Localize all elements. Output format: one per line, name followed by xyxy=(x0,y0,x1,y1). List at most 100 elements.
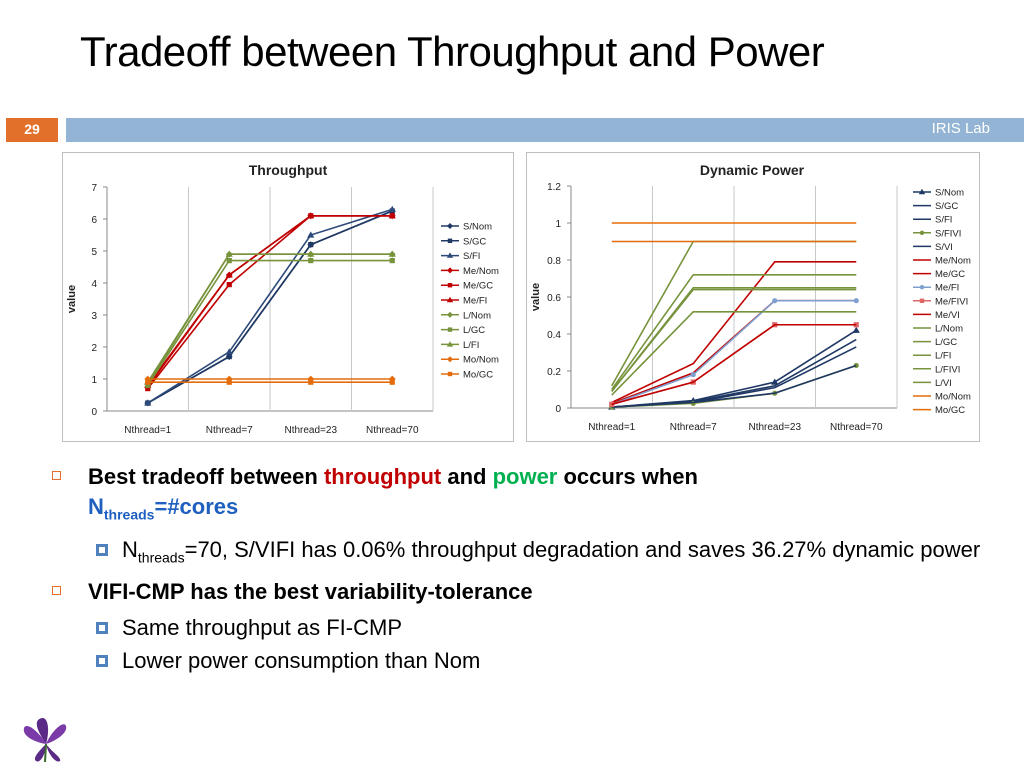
marker xyxy=(447,267,453,274)
legend-label: S/GC xyxy=(935,201,958,212)
y-tick-label: 0.4 xyxy=(547,330,561,341)
y-tick-label: 0.8 xyxy=(547,256,561,267)
legend-label: S/FI xyxy=(935,215,952,226)
legend-label: S/FI xyxy=(463,251,480,262)
marker xyxy=(389,258,395,264)
marker xyxy=(919,285,925,290)
legend-label: S/Nom xyxy=(463,222,492,233)
marker xyxy=(144,399,152,406)
legend-label: S/VI xyxy=(935,242,953,253)
iris-flower-logo-icon xyxy=(23,717,67,763)
legend-label: Me/VI xyxy=(935,310,960,321)
marker xyxy=(853,298,859,304)
x-tick-label: Nthread=7 xyxy=(206,425,253,436)
header-bar: 29 IRIS Lab xyxy=(0,118,1024,142)
marker xyxy=(308,242,314,248)
series-line xyxy=(611,299,857,406)
series-line xyxy=(611,274,857,390)
throughput-chart: Throughput 0 1 2 3 4 5 6 7 Nthread=1 Nthread=7 Nthr… xyxy=(62,152,514,442)
marker xyxy=(771,378,779,385)
y-tick-label: 0.6 xyxy=(547,293,561,304)
dynamic-power-chart-svg: Dynamic Power 0 0.2 0.4 0.6 0.8 1 1.2 Nthread=1 N… xyxy=(530,162,971,433)
bullet-tradeoff: Best tradeoff between throughput and pow… xyxy=(52,462,992,529)
marker xyxy=(307,231,315,238)
lab-name: IRIS Lab xyxy=(931,120,990,137)
marker xyxy=(307,212,315,219)
series-line xyxy=(611,261,857,404)
x-tick-label: Nthread=70 xyxy=(830,422,883,433)
x-tick-label: Nthread=1 xyxy=(124,425,171,436)
marker xyxy=(852,326,860,333)
marker xyxy=(918,188,926,195)
legend-label: L/GC xyxy=(463,325,485,336)
marker xyxy=(145,386,151,392)
marker xyxy=(145,379,151,385)
marker xyxy=(447,371,453,377)
legend-label: L/FI xyxy=(463,340,479,351)
series-line xyxy=(611,311,857,396)
marker xyxy=(447,327,453,332)
marker xyxy=(226,379,232,385)
y-tick-label: 6 xyxy=(91,215,97,226)
legend-label: Me/Nom xyxy=(463,266,499,277)
legend-label: L/Nom xyxy=(463,310,491,321)
series-line xyxy=(147,259,393,386)
legend-label: S/FIVI xyxy=(935,228,961,239)
legend-label: Mo/Nom xyxy=(463,355,499,366)
y-tick-label: 0 xyxy=(555,404,561,415)
sub-bullet-svifi: Nthreads=70, S/VIFI has 0.06% throughput… xyxy=(52,535,992,572)
sub-bullet-same-throughput: Same throughput as FI-CMP xyxy=(52,613,992,642)
series-line xyxy=(611,288,857,392)
marker xyxy=(225,250,233,257)
bullet-square-icon xyxy=(52,471,61,480)
marker xyxy=(447,283,453,288)
series-line xyxy=(147,253,393,383)
marker xyxy=(446,252,454,258)
marker xyxy=(447,311,453,318)
y-tick-label: 1 xyxy=(555,219,561,230)
marker xyxy=(690,372,696,378)
marker xyxy=(853,362,859,369)
y-tick-label: 5 xyxy=(91,247,97,258)
marker xyxy=(225,271,233,278)
lab-banner: IRIS Lab xyxy=(66,118,1024,142)
y-tick-label: 4 xyxy=(91,279,97,290)
marker xyxy=(388,212,396,219)
marker xyxy=(919,298,925,303)
x-tick-label: Nthread=1 xyxy=(588,422,635,433)
y-tick-label: 7 xyxy=(91,183,97,194)
legend-label: Mo/GC xyxy=(935,405,965,416)
y-tick-label: 0.2 xyxy=(547,367,561,378)
legend-label: L/Nom xyxy=(935,324,963,335)
marker xyxy=(308,258,314,264)
bullet-square-icon xyxy=(52,585,61,595)
legend-label: Me/FIVI xyxy=(935,296,968,307)
legend-label: Me/GC xyxy=(935,269,965,280)
marker xyxy=(226,258,232,264)
y-tick-label: 3 xyxy=(91,311,97,322)
dynamic-power-chart: Dynamic Power 0 0.2 0.4 0.6 0.8 1 1.2 Nthread=1 N… xyxy=(526,152,980,442)
highlight-throughput: throughput xyxy=(323,464,442,489)
legend-label: S/Nom xyxy=(935,188,964,199)
x-tick-label: Nthread=23 xyxy=(284,425,337,436)
series-line xyxy=(611,323,857,406)
series-line xyxy=(611,364,857,408)
legend-label: L/VI xyxy=(935,378,952,389)
sub-bullet-lower-power: Lower power consumption than Nom xyxy=(52,646,992,675)
bullet-vifi: VIFI-CMP has the best variability-tolera… xyxy=(52,577,992,607)
marker xyxy=(308,379,314,385)
marker xyxy=(446,296,454,303)
x-tick-label: Nthread=23 xyxy=(748,422,801,433)
legend-label: L/FI xyxy=(935,351,951,362)
y-axis-label: value xyxy=(530,283,542,311)
marker xyxy=(145,382,151,388)
sub-bullet-icon xyxy=(96,621,108,634)
legend-label: Me/Nom xyxy=(935,256,971,267)
marker xyxy=(225,348,233,355)
sub-bullet-icon xyxy=(96,544,108,557)
marker xyxy=(446,341,454,347)
legend-label: Me/GC xyxy=(463,281,493,292)
marker xyxy=(389,379,395,385)
x-tick-label: Nthread=7 xyxy=(670,422,717,433)
bullet-list: Best tradeoff between throughput and pow… xyxy=(52,462,992,679)
